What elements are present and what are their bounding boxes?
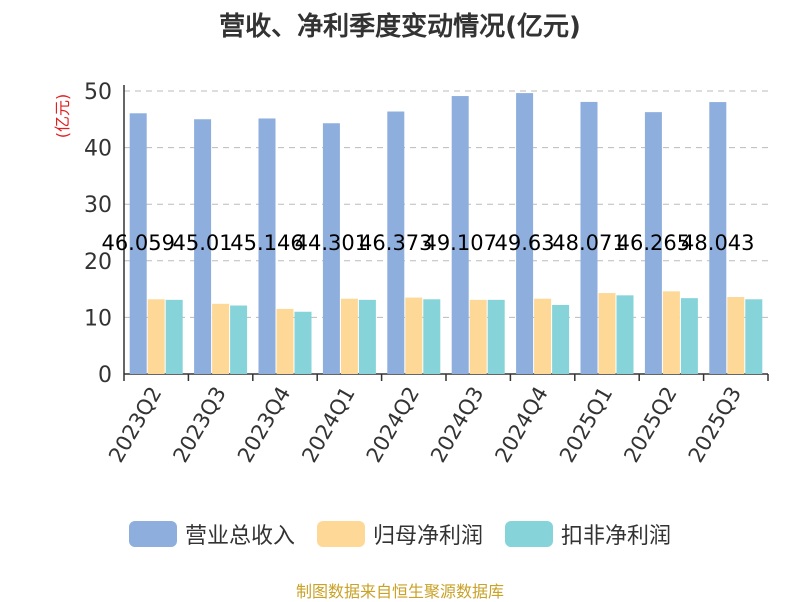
legend-item[interactable]: 营业总收入 <box>128 518 295 550</box>
y-tick-label: 20 <box>84 250 112 275</box>
bar-3 <box>680 298 698 374</box>
legend: 营业总收入 归母净利润 扣非净利润 <box>0 518 800 550</box>
x-tick-label: 2023Q3 <box>168 383 230 467</box>
bar-1 <box>387 111 405 375</box>
y-tick-label: 40 <box>84 137 112 162</box>
legend-swatch <box>505 521 553 547</box>
bar-2 <box>212 303 230 374</box>
chart-title: 营收、净利季度变动情况(亿元) <box>219 12 581 42</box>
x-tick-label: 2024Q1 <box>297 383 359 467</box>
y-tick-label: 0 <box>98 363 112 388</box>
bar-1 <box>129 113 147 374</box>
bar-2 <box>147 299 165 374</box>
bar-1 <box>451 96 469 374</box>
x-tick-label: 2025Q1 <box>555 383 617 467</box>
bar-2 <box>662 291 680 374</box>
bar-3 <box>358 299 376 374</box>
data-label: 49.107 <box>423 231 496 255</box>
x-tick-label: 2024Q3 <box>426 383 488 467</box>
bar-2 <box>534 298 552 374</box>
bar-1 <box>516 93 534 374</box>
legend-item[interactable]: 归母净利润 <box>316 518 483 550</box>
y-tick-label: 50 <box>84 80 112 105</box>
bar-2 <box>340 298 358 374</box>
bar-1 <box>194 119 212 374</box>
bar-2 <box>405 297 423 374</box>
legend-label: 营业总收入 <box>184 524 295 549</box>
y-tick-label: 30 <box>84 193 112 218</box>
bar-3 <box>552 304 570 374</box>
bar-1 <box>709 102 727 374</box>
bar-3 <box>745 299 763 374</box>
x-tick-label: 2025Q2 <box>619 383 681 467</box>
legend-swatch <box>128 521 177 547</box>
bar-2 <box>469 299 487 374</box>
bar-3 <box>487 299 505 374</box>
x-tick-label: 2023Q2 <box>104 383 166 467</box>
bar-1 <box>322 123 340 374</box>
x-tick-label: 2025Q3 <box>684 383 746 467</box>
bar-3 <box>230 305 248 374</box>
data-label: 44.301 <box>295 231 368 255</box>
data-label: 45.01 <box>173 231 233 255</box>
data-label: 46.059 <box>101 231 174 255</box>
data-label: 46.373 <box>359 231 432 255</box>
x-tick-label: 2024Q4 <box>490 383 552 467</box>
data-label: 48.043 <box>681 231 754 255</box>
legend-swatch <box>316 521 365 547</box>
bar-3 <box>294 311 312 374</box>
legend-label: 扣非净利润 <box>561 524 672 549</box>
y-axis-label: (亿元) <box>53 94 72 139</box>
y-tick-label: 10 <box>84 306 112 331</box>
bar-1 <box>644 112 662 374</box>
legend-label: 归母净利润 <box>372 524 483 549</box>
bar-1 <box>258 118 276 375</box>
bar-2 <box>276 308 294 374</box>
legend-item[interactable]: 扣非净利润 <box>505 518 671 550</box>
x-tick-label: 2024Q2 <box>362 383 424 467</box>
bar-2 <box>727 297 745 374</box>
data-label: 46.265 <box>617 231 690 255</box>
bar-3 <box>423 299 441 374</box>
bar-2 <box>598 293 616 374</box>
bar-3 <box>616 295 634 374</box>
x-tick-label: 2023Q4 <box>233 383 295 467</box>
data-label: 48.071 <box>552 231 625 255</box>
bar-1 <box>580 101 598 374</box>
source-note: 制图数据来自恒生聚源数据库 <box>295 582 504 601</box>
bar-3 <box>165 299 183 374</box>
data-label: 45.146 <box>230 231 303 255</box>
data-label: 49.63 <box>495 231 555 255</box>
